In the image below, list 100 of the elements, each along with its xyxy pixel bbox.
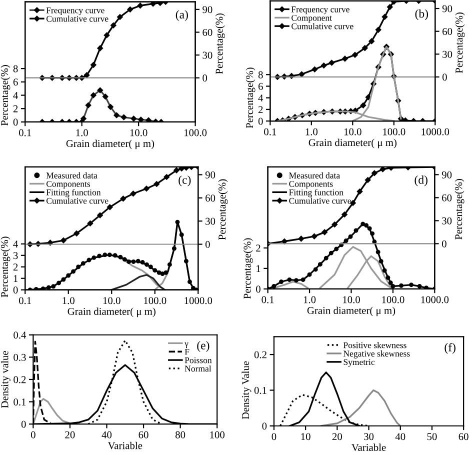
y2-tick-label: 30 bbox=[202, 52, 212, 59]
y-tick-label: 1 bbox=[256, 265, 260, 272]
x-axis-title: Grain diameter( μ m) bbox=[307, 306, 396, 316]
x-tick-label: 10.0 bbox=[344, 128, 362, 136]
y-tick-label: 4 bbox=[258, 94, 264, 102]
x-tick-label: 60 bbox=[458, 433, 468, 440]
y-tick-label: 0 bbox=[21, 420, 26, 428]
x-tick-label: 0.1 bbox=[19, 297, 32, 304]
x-tick-label: 1000.0 bbox=[184, 297, 212, 304]
y2-axis-title: Percentage(%) bbox=[455, 12, 465, 74]
x-tick-label: 10 bbox=[301, 433, 310, 440]
x-tick-label: 30 bbox=[364, 433, 374, 440]
y-axis-title: Percentage(%) bbox=[246, 68, 256, 128]
x-tick-label: 80 bbox=[176, 431, 186, 438]
legend-label: Components bbox=[46, 180, 90, 189]
y2-tick-label: 60 bbox=[206, 194, 216, 202]
x-axis-title: Grain diameter( μ m) bbox=[66, 140, 154, 150]
x-tick-label: 1.0 bbox=[304, 296, 316, 304]
y-tick-label: 0.4 bbox=[14, 332, 26, 339]
y-tick-label: 0.3 bbox=[14, 354, 26, 361]
x-tick-label: 100.0 bbox=[184, 129, 207, 136]
y2-tick-label: 60 bbox=[202, 28, 212, 36]
legend-label: Measured data bbox=[46, 172, 98, 178]
y-tick-label: 0 bbox=[13, 118, 18, 126]
x-tick-label: 20 bbox=[65, 431, 75, 438]
x-tick-label: 50 bbox=[427, 433, 437, 440]
x-tick-label: 1000.0 bbox=[422, 128, 450, 136]
y-tick-label: 6 bbox=[13, 78, 18, 86]
legend-label: Components bbox=[289, 180, 333, 189]
y2-tick-label: 90 bbox=[205, 171, 216, 178]
x-tick-label: 100.0 bbox=[144, 297, 166, 304]
y-tick-label: 0.2 bbox=[254, 351, 266, 358]
legend-label: Component bbox=[292, 14, 332, 23]
y-tick-label: 2 bbox=[13, 264, 18, 270]
annotation: (d) bbox=[414, 176, 428, 186]
y-tick-label: 0 bbox=[13, 286, 18, 294]
y-axis-title: Density value bbox=[0, 351, 10, 408]
y2-axis-title: Percentage(%) bbox=[454, 178, 464, 240]
y-tick-label: 8 bbox=[13, 65, 18, 72]
x-axis-title: Grain diameter( μ m) bbox=[308, 138, 396, 148]
x-tick-label: 1000.0 bbox=[421, 296, 449, 304]
x-tick-label: 10.0 bbox=[103, 297, 120, 304]
y-tick-label: 0.2 bbox=[14, 376, 26, 384]
x-axis-title: Variable bbox=[108, 442, 142, 450]
legend-label: Frequency curve bbox=[46, 7, 104, 16]
y2-tick-label: 0 bbox=[442, 240, 446, 248]
legend-label: Frequency curve bbox=[291, 6, 350, 14]
y-axis-title: Percentage(%) bbox=[243, 238, 253, 299]
y2-tick-label: 30 bbox=[206, 218, 216, 225]
y-axis-title: Percentage(%) bbox=[0, 65, 10, 126]
y-tick-label: 2 bbox=[258, 106, 263, 114]
x-tick-label: 20 bbox=[332, 433, 342, 440]
y-axis-title: Percentage(%) bbox=[0, 236, 10, 298]
x-axis-title: Grain diameter( μ m) bbox=[68, 308, 156, 318]
y-tick-label: 6 bbox=[258, 82, 263, 90]
y2-tick-label: 30 bbox=[442, 217, 452, 224]
x-tick-label: 0 bbox=[272, 433, 276, 440]
x-tick-label: 40 bbox=[395, 433, 406, 440]
legend-label: Cumulative curve bbox=[289, 198, 351, 204]
annotation: (e) bbox=[197, 341, 210, 352]
annotation: (b) bbox=[415, 9, 428, 20]
legend-label: Symetric bbox=[344, 359, 375, 367]
x-tick-label: 100 bbox=[210, 431, 225, 438]
x-axis-title: Variable bbox=[352, 444, 386, 452]
annotation: (c) bbox=[178, 176, 191, 186]
y-tick-label: 0.1 bbox=[254, 386, 266, 394]
y-tick-label: 2 bbox=[256, 244, 260, 252]
x-tick-label: 1.0 bbox=[76, 129, 88, 136]
x-tick-label: 10.0 bbox=[343, 296, 360, 304]
legend-label: Fitting function bbox=[46, 189, 101, 198]
x-tick-label: 0.1 bbox=[264, 128, 276, 136]
y2-tick-label: 90 bbox=[442, 171, 452, 178]
annotation: (f) bbox=[444, 342, 456, 354]
y2-axis-title: Percentage(%) bbox=[215, 13, 225, 74]
y-axis-title: Density Value bbox=[242, 361, 252, 420]
x-tick-label: 40 bbox=[102, 431, 112, 438]
y-tick-label: 0.1 bbox=[14, 398, 26, 406]
y2-tick-label: 90 bbox=[442, 5, 452, 12]
legend-label: Cumulative curve bbox=[46, 16, 108, 22]
y-tick-label: 0 bbox=[262, 422, 267, 430]
x-tick-label: 100.0 bbox=[383, 128, 406, 136]
y2-tick-label: 0 bbox=[202, 74, 208, 82]
y-tick-label: 0 bbox=[258, 118, 263, 125]
legend-label: Normal bbox=[184, 365, 212, 372]
y-tick-label: 4 bbox=[13, 240, 18, 248]
legend-label: Positive skewness bbox=[343, 342, 406, 348]
x-tick-label: 60 bbox=[138, 431, 148, 438]
y-tick-label: 0 bbox=[256, 286, 260, 293]
legend-label: Poisson bbox=[184, 357, 212, 364]
legend-label: γ bbox=[184, 342, 188, 348]
annotation: (a) bbox=[176, 10, 188, 21]
y2-tick-label: 0 bbox=[442, 74, 447, 81]
x-tick-label: 0 bbox=[30, 431, 36, 438]
x-tick-label: 10.0 bbox=[130, 129, 148, 136]
y2-tick-label: 60 bbox=[442, 194, 452, 202]
y-tick-label: 3 bbox=[13, 252, 18, 260]
legend-label: Measured data bbox=[289, 172, 340, 178]
x-tick-label: 1.0 bbox=[62, 297, 74, 304]
y2-axis-title: Percentage(%) bbox=[218, 179, 228, 240]
legend-label: Negative skewness bbox=[343, 350, 410, 358]
